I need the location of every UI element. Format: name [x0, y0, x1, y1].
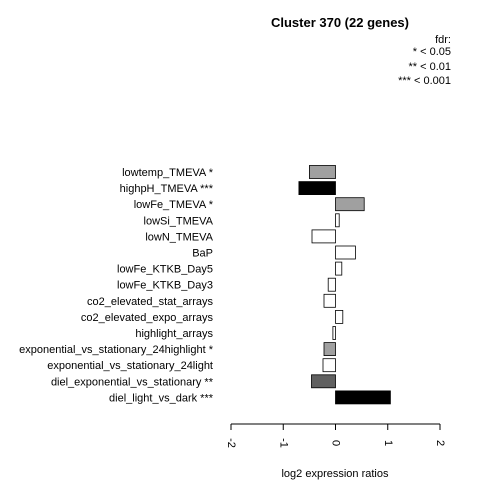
legend-entry: * < 0.05 — [413, 46, 451, 58]
legend-entry: *** < 0.001 — [398, 75, 451, 87]
x-tick-label: 1 — [382, 440, 394, 446]
legend: fdr: * < 0.05 ** < 0.01 *** < 0.001 — [398, 34, 451, 87]
category-label: highpH_TMEVA *** — [120, 183, 214, 195]
category-label: co2_elevated_expo_arrays — [81, 312, 214, 324]
category-label: diel_light_vs_dark *** — [109, 392, 214, 404]
category-label: lowSi_TMEVA — [144, 215, 214, 227]
category-label: co2_elevated_stat_arrays — [87, 296, 213, 308]
bar — [335, 390, 391, 405]
bar — [335, 261, 343, 276]
bar — [311, 374, 336, 389]
x-axis-title: log2 expression ratios — [281, 468, 389, 480]
bar — [322, 358, 336, 373]
category-label: highlight_arrays — [135, 328, 213, 340]
bar — [335, 245, 356, 260]
bar — [311, 229, 336, 244]
category-label: lowFe_KTKB_Day3 — [117, 280, 213, 292]
category-label: lowtemp_TMEVA * — [122, 167, 214, 179]
bar — [308, 165, 336, 179]
category-labels: lowtemp_TMEVA * highpH_TMEVA *** lowFe_TME… — [19, 167, 214, 404]
x-tick-label: -1 — [277, 438, 289, 448]
chart-title: Cluster 370 (22 genes) — [271, 15, 409, 30]
bars-group — [298, 165, 391, 405]
category-label: lowFe_TMEVA * — [134, 199, 214, 211]
x-tick-label: 0 — [330, 440, 342, 446]
category-label: exponential_vs_stationary_24light — [47, 360, 213, 372]
category-label: exponential_vs_stationary_24highlight * — [19, 344, 214, 356]
bar — [335, 197, 365, 212]
legend-title: fdr: — [435, 34, 451, 46]
bar — [335, 309, 344, 324]
bar — [323, 293, 336, 308]
bar — [332, 326, 336, 340]
x-tick-label: -2 — [225, 438, 237, 448]
x-axis: -2 -1 0 1 2 — [225, 423, 446, 448]
x-tick-label: 2 — [434, 440, 446, 446]
category-label: BaP — [192, 248, 213, 260]
bar — [298, 181, 336, 196]
bar — [327, 277, 336, 292]
category-label: lowN_TMEVA — [145, 231, 213, 243]
bar — [335, 213, 340, 228]
category-label: diel_exponential_vs_stationary ** — [51, 376, 214, 388]
legend-entry: ** < 0.01 — [408, 61, 451, 73]
category-label: lowFe_KTKB_Day5 — [117, 264, 213, 276]
bar — [323, 342, 336, 357]
